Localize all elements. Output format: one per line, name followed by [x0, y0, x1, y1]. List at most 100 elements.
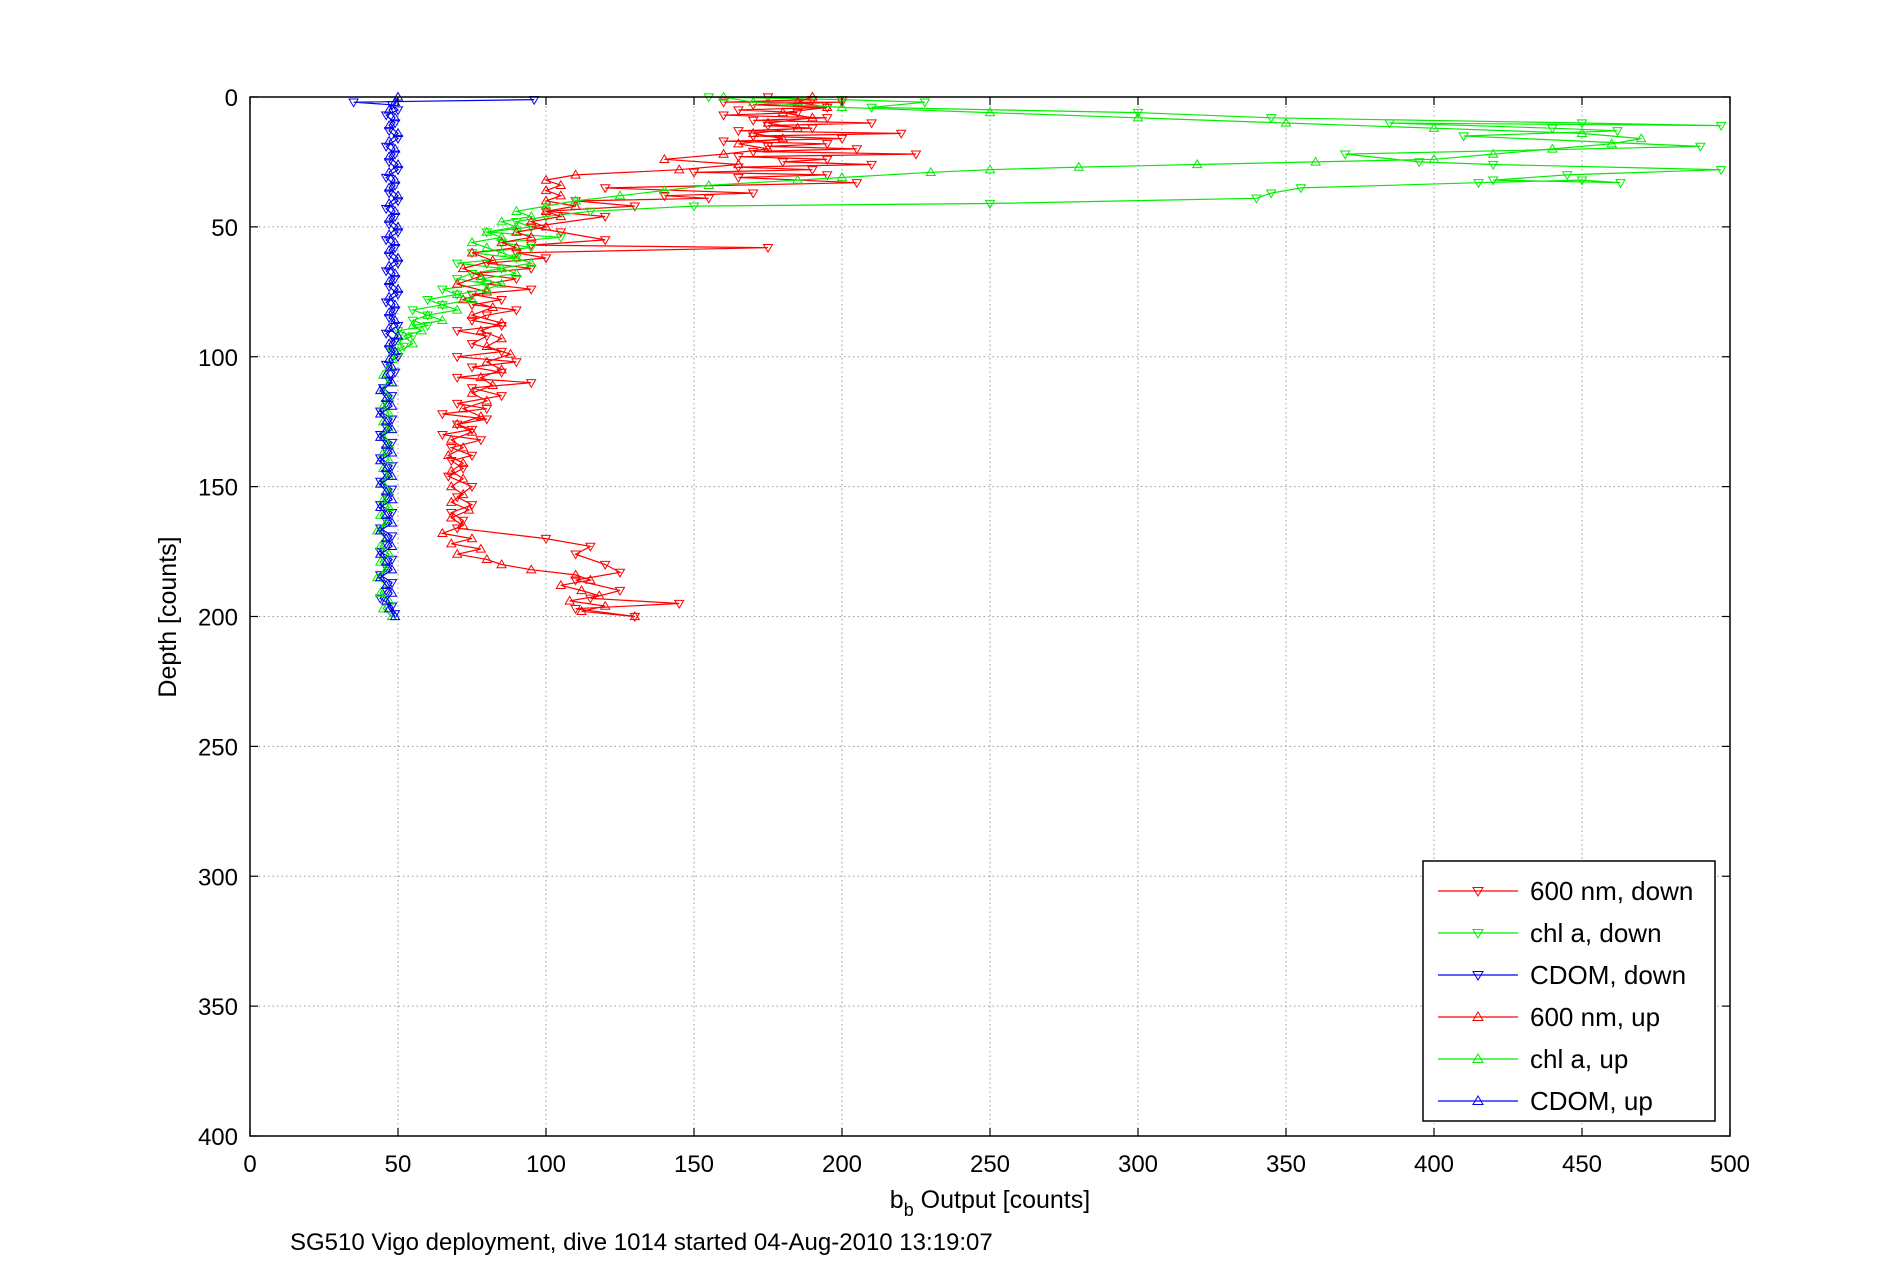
data-point [1251, 194, 1262, 204]
data-point [614, 568, 626, 578]
data-point [466, 236, 478, 247]
data-point [614, 190, 626, 200]
data-point [383, 314, 395, 324]
data-point [377, 494, 389, 504]
data-point [451, 418, 463, 428]
data-point [377, 603, 389, 613]
data-point [496, 278, 507, 288]
data-point [383, 501, 395, 512]
data-point [496, 247, 507, 257]
data-point [392, 190, 404, 200]
data-point [1487, 160, 1499, 171]
data-point [540, 185, 552, 195]
data-point [386, 415, 398, 425]
data-point [451, 353, 463, 363]
data-point [496, 216, 507, 226]
data-point [673, 164, 685, 174]
data-point [380, 392, 392, 402]
data-point [437, 299, 448, 309]
data-point [821, 140, 833, 150]
legend-label: 600 nm, up [1530, 1002, 1660, 1032]
x-tick-label: 150 [674, 1151, 714, 1178]
data-point [718, 148, 729, 158]
data-point [380, 595, 392, 605]
data-point [380, 369, 392, 379]
x-tick-label: 200 [822, 1151, 862, 1178]
data-point [703, 194, 715, 204]
data-point [525, 241, 537, 251]
data-point [659, 153, 670, 163]
data-point [386, 555, 398, 565]
data-point [383, 338, 395, 348]
data-point [437, 431, 448, 441]
data-point [1561, 171, 1573, 181]
data-point [792, 122, 803, 132]
data-point [445, 538, 457, 548]
data-point [525, 379, 537, 389]
y-tick-label: 150 [198, 475, 238, 502]
data-point [525, 223, 537, 233]
data-point [1428, 122, 1440, 132]
data-point [836, 101, 848, 112]
data-point [451, 373, 463, 384]
data-point [576, 605, 587, 615]
data-point [525, 264, 537, 274]
data-point [380, 439, 392, 449]
data-point [383, 275, 395, 286]
series-5 [374, 91, 404, 621]
data-point [496, 317, 507, 327]
data-point [383, 189, 395, 199]
legend-label: chl a, up [1530, 1044, 1628, 1074]
data-point [1265, 114, 1277, 124]
data-point [374, 501, 386, 512]
data-point [437, 314, 448, 325]
data-point [442, 449, 454, 460]
data-point [386, 423, 398, 434]
data-point [466, 482, 478, 493]
data-point [407, 306, 419, 316]
data-point [386, 517, 398, 527]
data-point [383, 291, 395, 301]
data-point [629, 611, 641, 621]
data-point [407, 338, 419, 348]
data-point [392, 259, 404, 269]
data-point [392, 134, 404, 145]
data-point [389, 368, 401, 378]
data-point [380, 298, 392, 308]
data-point [466, 426, 478, 436]
data-point [525, 210, 537, 221]
data-point [659, 192, 670, 202]
data-point [496, 333, 507, 343]
y-tick-label: 0 [225, 85, 238, 112]
data-point [348, 98, 359, 108]
data-point [380, 173, 392, 184]
y-tick-label: 250 [198, 734, 238, 761]
data-point [380, 509, 392, 519]
data-point [386, 508, 398, 519]
data-point [564, 595, 576, 605]
data-point [386, 579, 398, 589]
data-point [457, 457, 469, 467]
x-axis-label: bb Output [counts] [890, 1186, 1090, 1220]
data-point [777, 158, 789, 168]
data-point [570, 195, 581, 205]
data-point [457, 464, 469, 474]
data-point [437, 285, 448, 295]
data-point [383, 229, 395, 239]
data-point [525, 244, 537, 254]
data-point [585, 574, 596, 584]
data-point [851, 145, 863, 155]
data-point [1413, 158, 1425, 168]
data-point [511, 268, 522, 278]
data-point [866, 160, 877, 171]
data-point [807, 124, 818, 134]
data-point [389, 611, 401, 621]
data-point [374, 455, 386, 465]
data-point [466, 247, 478, 257]
data-point [383, 322, 395, 332]
data-point [496, 231, 507, 241]
data-point [374, 594, 386, 604]
data-point [392, 290, 404, 300]
data-point [386, 532, 398, 542]
